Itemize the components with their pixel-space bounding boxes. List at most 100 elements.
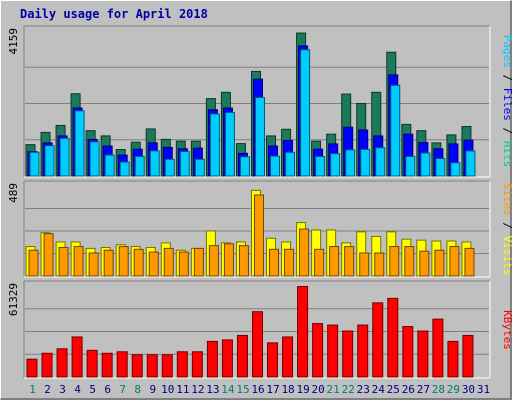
x-label-day-17: 17	[266, 383, 279, 396]
bar-kbytes-day-15	[236, 334, 248, 378]
x-label-day-7: 7	[119, 383, 126, 396]
bar-kbytes-day-12	[191, 351, 203, 378]
x-label-day-28: 28	[432, 383, 445, 396]
y-max-label: 61329	[7, 283, 20, 316]
legend-top: Pages / Files / Hits	[501, 35, 512, 168]
bar-pages-day-23	[360, 149, 371, 177]
bar-pages-day-19	[300, 49, 311, 177]
bar-sites-day-10	[163, 247, 174, 277]
bar-pages-day-24	[375, 147, 386, 177]
bar-pages-day-18	[285, 151, 296, 177]
legend-entry: /	[501, 68, 512, 88]
bar-kbytes-day-9	[146, 354, 158, 378]
bar-sites-day-8	[133, 248, 144, 277]
bar-sites-day-26	[404, 246, 415, 277]
legend-entry: Hits	[501, 141, 512, 168]
bar-sites-day-4	[73, 246, 84, 277]
bar-pages-day-15	[239, 156, 250, 177]
legend-entry: /	[501, 121, 512, 141]
x-label-day-1: 1	[29, 383, 36, 396]
bar-sites-day-5	[88, 252, 99, 277]
x-label-day-5: 5	[89, 383, 96, 396]
bar-kbytes-day-11	[176, 351, 188, 378]
bar-sites-day-25	[389, 246, 400, 277]
bar-sites-day-28	[434, 249, 445, 277]
bar-pages-day-26	[405, 155, 416, 177]
x-label-day-26: 26	[402, 383, 415, 396]
x-label-day-31: 31	[477, 383, 490, 396]
x-label-day-12: 12	[191, 383, 204, 396]
x-label-day-10: 10	[161, 383, 174, 396]
x-label-day-24: 24	[372, 383, 386, 396]
bar-sites-day-6	[103, 249, 114, 277]
x-label-day-25: 25	[387, 383, 400, 396]
bar-sites-day-2	[43, 233, 54, 277]
bar-sites-day-24	[374, 252, 385, 277]
legend-entry: /	[501, 216, 512, 236]
bar-kbytes-day-21	[327, 324, 339, 378]
legend-entry: Pages	[501, 35, 512, 68]
bar-pages-day-25	[390, 84, 401, 177]
bar-sites-day-14	[223, 243, 234, 277]
bar-kbytes-day-27	[417, 330, 429, 378]
bar-pages-day-27	[420, 152, 431, 177]
bar-sites-day-13	[208, 245, 219, 277]
bar-sites-day-12	[193, 247, 204, 277]
bar-pages-day-29	[450, 162, 461, 177]
bar-pages-day-17	[270, 155, 281, 177]
x-label-day-18: 18	[281, 383, 294, 396]
bar-sites-day-20	[314, 248, 325, 277]
bar-sites-day-15	[238, 245, 249, 277]
x-label-day-21: 21	[327, 383, 340, 396]
x-label-day-2: 2	[44, 383, 51, 396]
bar-pages-day-30	[465, 150, 476, 177]
bar-kbytes-day-29	[447, 340, 459, 378]
bar-kbytes-day-19	[297, 285, 309, 378]
bar-sites-day-18	[284, 248, 295, 277]
bar-pages-day-6	[104, 154, 115, 177]
bar-kbytes-day-24	[372, 302, 384, 378]
x-label-day-27: 27	[417, 383, 430, 396]
bar-sites-day-17	[269, 248, 280, 277]
x-label-day-23: 23	[357, 383, 370, 396]
bar-kbytes-day-17	[267, 342, 279, 378]
bar-sites-day-3	[58, 246, 69, 277]
bar-kbytes-day-18	[282, 336, 294, 378]
bar-kbytes-day-13	[206, 340, 218, 378]
chart-title: Daily usage for April 2018	[20, 7, 208, 21]
bar-kbytes-day-22	[342, 330, 354, 378]
x-label-day-19: 19	[296, 383, 309, 396]
bar-pages-day-12	[194, 158, 205, 177]
x-label-day-22: 22	[342, 383, 355, 396]
bar-kbytes-day-10	[161, 354, 173, 378]
bar-pages-day-13	[209, 113, 220, 177]
bar-kbytes-day-23	[357, 324, 369, 378]
bar-sites-day-19	[299, 228, 310, 277]
bar-sites-day-22	[344, 246, 355, 277]
bar-pages-day-10	[164, 158, 175, 177]
bar-sites-day-9	[148, 251, 159, 277]
bar-pages-day-8	[134, 155, 145, 177]
bar-sites-day-16	[253, 194, 264, 277]
legend-entry: Sites	[501, 183, 512, 216]
x-label-day-3: 3	[59, 383, 66, 396]
bar-sites-day-7	[118, 246, 129, 277]
bar-kbytes-day-8	[131, 354, 143, 378]
legend-entry: KBytes	[501, 310, 512, 350]
bar-kbytes-day-26	[402, 326, 414, 378]
bar-kbytes-day-6	[101, 352, 113, 378]
bar-pages-day-21	[330, 153, 341, 177]
bar-kbytes-day-4	[71, 336, 83, 378]
bar-kbytes-day-5	[86, 349, 98, 378]
x-label-day-15: 15	[236, 383, 249, 396]
x-label-day-14: 14	[221, 383, 235, 396]
bar-pages-day-1	[29, 151, 40, 177]
bar-pages-day-14	[224, 112, 235, 177]
bar-sites-day-21	[329, 246, 340, 277]
y-max-label: 4159	[7, 28, 20, 55]
bar-pages-day-2	[44, 145, 55, 177]
bar-kbytes-day-16	[251, 311, 263, 378]
bar-pages-day-9	[149, 150, 160, 177]
x-label-day-6: 6	[104, 383, 111, 396]
